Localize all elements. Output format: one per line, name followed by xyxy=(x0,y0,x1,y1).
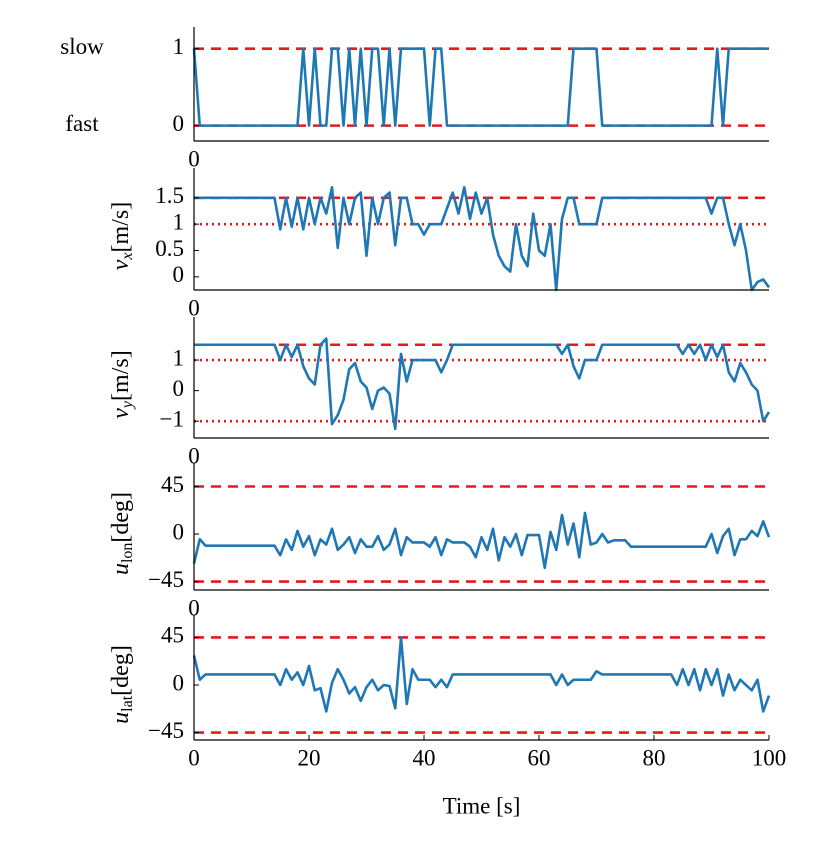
y-label-symbol: u xyxy=(108,563,134,575)
y-label-symbol: v xyxy=(108,259,134,270)
y-tick-label: 0 xyxy=(173,262,185,287)
state-label: fast xyxy=(65,111,99,136)
x-tick-label: 100 xyxy=(752,745,787,770)
y-tick-label: 0 xyxy=(173,376,185,401)
data-line xyxy=(194,185,771,292)
y-tick-label: 0.5 xyxy=(155,236,184,261)
data-line xyxy=(192,47,769,127)
y-tick-label: 1.5 xyxy=(155,183,184,208)
y-tick-label: 45 xyxy=(161,472,184,497)
y-label-subscript: lon xyxy=(119,543,136,563)
y-tick-label: −45 xyxy=(148,567,184,592)
y-label-unit: [deg] xyxy=(108,492,134,543)
y-label-subscript: lat xyxy=(119,695,136,712)
x-tick-label: 0 xyxy=(188,443,200,468)
y-label-unit: [m/s] xyxy=(108,350,134,401)
y-axis-label: vx[m/s] xyxy=(108,202,136,270)
y-tick-label: 1 xyxy=(173,209,185,234)
x-tick-label: 40 xyxy=(413,745,436,770)
y-axis-label: vy[m/s] xyxy=(108,350,136,418)
y-label-unit: [deg] xyxy=(108,645,134,696)
y-tick-label: 45 xyxy=(161,623,184,648)
y-label-unit: [m/s] xyxy=(108,202,134,253)
x-tick-label: 80 xyxy=(643,745,666,770)
data-line xyxy=(194,337,771,431)
y-label-subscript: x xyxy=(119,252,136,260)
y-axis-label: ulon[deg] xyxy=(108,492,136,575)
data-line xyxy=(192,511,771,570)
y-tick-label: 0 xyxy=(173,670,185,695)
data-line xyxy=(192,636,771,713)
x-tick-label: 0 xyxy=(188,595,200,620)
y-tick-label: −45 xyxy=(148,718,184,743)
y-tick-label: 0 xyxy=(173,111,185,136)
y-label-subscript: y xyxy=(119,400,136,410)
state-label: slow xyxy=(60,34,104,59)
x-tick-label: 0 xyxy=(188,295,200,320)
x-axis-label: Time [s] xyxy=(443,793,521,818)
x-tick-label: 0 xyxy=(188,146,200,171)
y-tick-label: 1 xyxy=(173,34,185,59)
y-label-symbol: u xyxy=(108,712,134,724)
y-tick-label: 0 xyxy=(173,519,185,544)
y-axis-label: ulat[deg] xyxy=(108,645,136,724)
y-tick-label: −1 xyxy=(160,406,184,431)
x-tick-label: 20 xyxy=(298,745,321,770)
x-tick-label: 0 xyxy=(188,745,200,770)
y-tick-label: 1 xyxy=(173,345,185,370)
y-label-symbol: v xyxy=(108,408,134,419)
x-tick-label: 60 xyxy=(528,745,551,770)
